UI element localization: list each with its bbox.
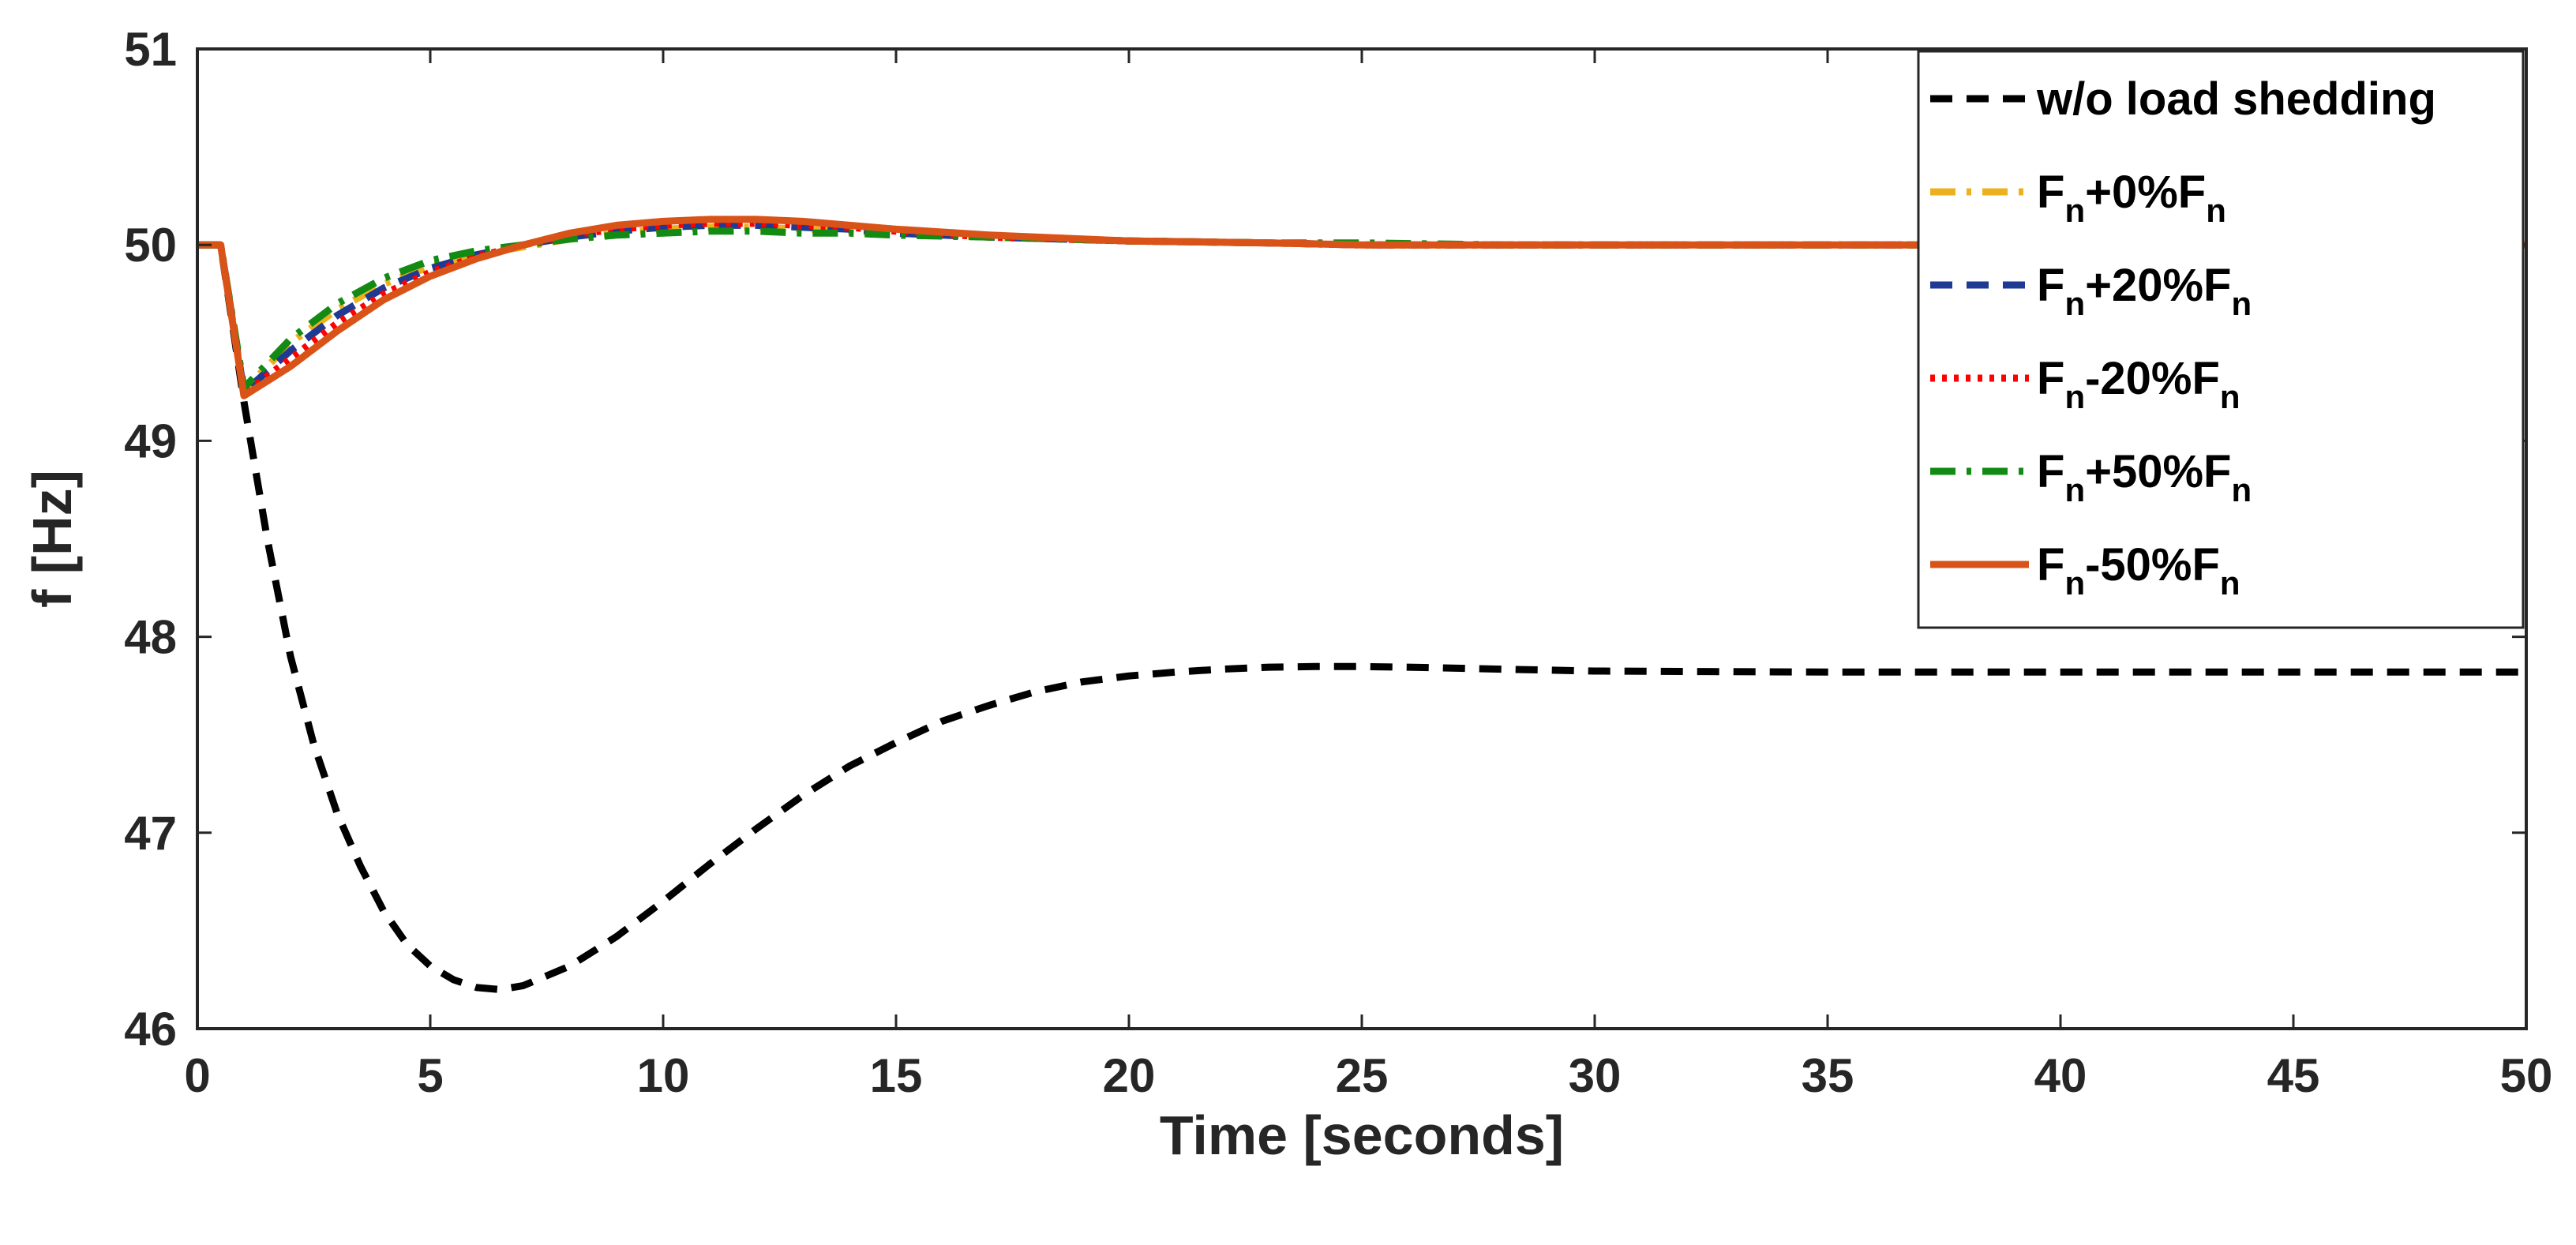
legend-label-5: Fn-50%Fn [2037, 539, 2240, 602]
legend-label-part: F [2037, 353, 2064, 404]
y-tick-label-47: 47 [124, 807, 177, 860]
legend-label-part: n [2064, 471, 2085, 508]
x-tick-label-0: 0 [184, 1049, 210, 1102]
x-tick-label-5: 5 [417, 1049, 443, 1102]
tick-layer: 0 5 10 15 20 25 30 35 40 45 50 46 47 48 49 50 51 [124, 23, 2552, 1102]
series-line-3 [197, 219, 2526, 398]
legend-label-part: -50%F [2085, 539, 2220, 591]
x-tick-label-30: 30 [1569, 1049, 1622, 1102]
legend-label-part: n [2064, 378, 2085, 415]
series-line-0 [197, 241, 2526, 993]
legend-label-part: F [2037, 446, 2064, 497]
legend-label-part: n [2064, 285, 2085, 322]
legend-label-3: Fn-20%Fn [2037, 353, 2240, 415]
x-tick-label-45: 45 [2267, 1049, 2320, 1102]
legend-label-part: n [2231, 471, 2252, 508]
legend-label-part: n [2220, 378, 2240, 415]
legend-label-4: Fn+50%Fn [2037, 446, 2252, 508]
legend-label-part: w/o load shedding [2036, 73, 2436, 125]
legend-label-part: n [2220, 564, 2240, 602]
series-layer [197, 216, 2526, 993]
legend-label-part: n [2064, 564, 2085, 602]
legend-label-part: -20%F [2085, 353, 2220, 404]
legend-label-part: F [2037, 260, 2064, 311]
x-tick-label-40: 40 [2034, 1049, 2087, 1102]
legend-label-part: F [2037, 167, 2064, 218]
legend-label-part: +50%F [2085, 446, 2231, 497]
x-tick-label-10: 10 [637, 1049, 690, 1102]
y-axis-title: f [Hz] [21, 470, 83, 608]
y-tick-label-51: 51 [124, 23, 177, 76]
legend-label-1: Fn+0%Fn [2037, 167, 2226, 229]
y-tick-label-48: 48 [124, 611, 177, 664]
legend-label-part: +0%F [2085, 167, 2206, 218]
legend: w/o load sheddingFn+0%FnFn+20%FnFn-20%Fn… [1917, 50, 2525, 629]
y-tick-label-49: 49 [124, 414, 177, 467]
x-axis-title: Time [seconds] [1160, 1104, 1564, 1166]
x-tick-label-50: 50 [2500, 1049, 2553, 1102]
legend-label-part: +20%F [2085, 260, 2231, 311]
legend-label-part: n [2206, 192, 2226, 229]
x-tick-label-15: 15 [870, 1049, 923, 1102]
x-tick-label-35: 35 [1802, 1049, 1854, 1102]
y-tick-label-50: 50 [124, 219, 177, 272]
legend-box [1917, 50, 2525, 629]
legend-label-0: w/o load shedding [2036, 73, 2436, 125]
x-tick-label-25: 25 [1336, 1049, 1389, 1102]
legend-label-part: F [2037, 539, 2064, 591]
y-tick-label-46: 46 [124, 1003, 177, 1056]
series-line-5 [197, 216, 2526, 399]
legend-label-part: n [2231, 285, 2252, 322]
legend-label-2: Fn+20%Fn [2037, 260, 2252, 322]
x-tick-label-20: 20 [1103, 1049, 1156, 1102]
legend-label-part: n [2064, 192, 2085, 229]
